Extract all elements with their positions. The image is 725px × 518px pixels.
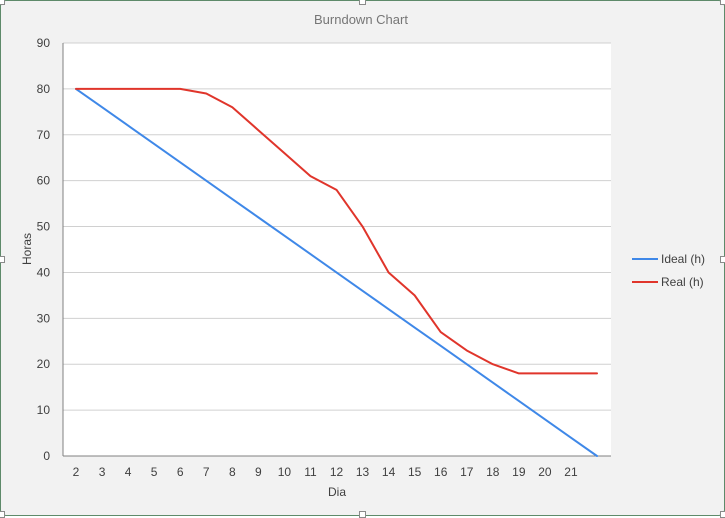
resize-handle-top-left[interactable]: [0, 0, 5, 5]
resize-handle-left[interactable]: [0, 256, 5, 263]
x-tick-label: 6: [177, 465, 184, 479]
x-tick-label: 15: [408, 465, 422, 479]
x-tick-label: 20: [538, 465, 552, 479]
x-tick-label: 19: [512, 465, 526, 479]
y-tick-label: 0: [43, 449, 50, 463]
resize-handle-right[interactable]: [720, 256, 725, 263]
y-tick-label: 30: [37, 311, 51, 325]
resize-handle-top-right[interactable]: [720, 0, 725, 5]
plot-area: [63, 43, 611, 456]
legend-label: Ideal (h): [661, 252, 705, 266]
y-tick-label: 60: [37, 174, 51, 188]
y-tick-label: 70: [37, 128, 51, 142]
x-tick-label: 9: [255, 465, 262, 479]
y-axis-ticks: 0 10 20 30 40 50 60 70 80 90: [37, 36, 51, 463]
x-tick-label: 7: [203, 465, 210, 479]
x-tick-label: 14: [382, 465, 396, 479]
y-tick-label: 50: [37, 220, 51, 234]
x-tick-label: 16: [434, 465, 448, 479]
x-tick-label: 5: [151, 465, 158, 479]
chart-title: Burndown Chart: [314, 12, 408, 27]
x-axis-label: Dia: [328, 485, 346, 499]
x-axis-ticks: 2 3 4 5 6 7 8 9 10 11 12 13 14 15 16 17 18 19 20 21: [73, 465, 578, 479]
x-tick-label: 4: [125, 465, 132, 479]
resize-handle-top[interactable]: [359, 0, 366, 5]
y-tick-label: 90: [37, 36, 51, 50]
x-tick-label: 12: [330, 465, 344, 479]
y-tick-label: 20: [37, 357, 51, 371]
legend-label: Real (h): [661, 275, 704, 289]
x-tick-label: 10: [278, 465, 292, 479]
axes: [62, 43, 611, 457]
series-line-real: [75, 87, 598, 375]
y-tick-label: 10: [37, 403, 51, 417]
x-tick-label: 21: [564, 465, 578, 479]
x-tick-label: 13: [356, 465, 370, 479]
series-line-ideal: [75, 87, 598, 457]
x-tick-label: 18: [486, 465, 500, 479]
y-axis-label: Horas: [20, 233, 34, 265]
y-tick-label: 80: [37, 82, 51, 96]
y-tick-label: 40: [37, 265, 51, 279]
series-lines: [75, 87, 598, 457]
x-tick-label: 2: [73, 465, 80, 479]
x-tick-label: 17: [460, 465, 474, 479]
legend[interactable]: Ideal (h) Real (h): [632, 252, 705, 289]
x-tick-label: 8: [229, 465, 236, 479]
x-tick-label: 11: [304, 465, 317, 479]
x-tick-label: 3: [99, 465, 106, 479]
